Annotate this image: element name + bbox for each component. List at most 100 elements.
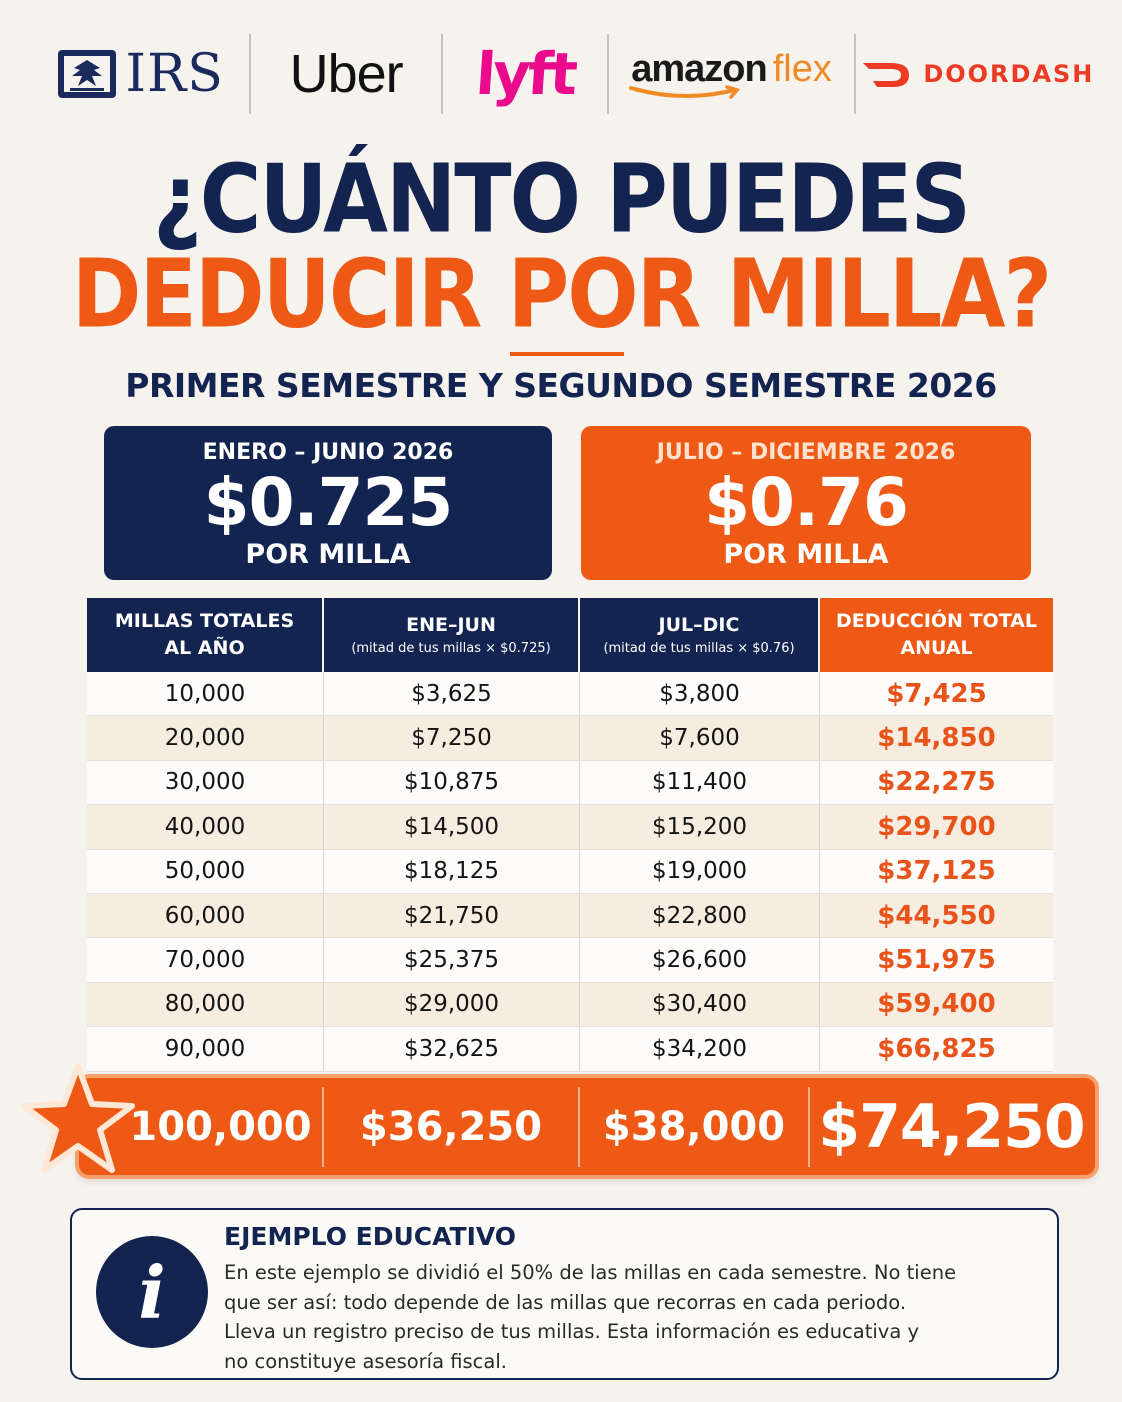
highlight-row: 100,000 $36,250 $38,000 $74,250 <box>79 1078 1095 1175</box>
amazon-flex-logo: amazon flex <box>609 28 853 120</box>
info-line: Lleva un registro preciso de tus millas.… <box>224 1320 920 1343</box>
irs-wordmark: IRS <box>125 44 224 104</box>
rate-card-first-half: ENERO – JUNIO 2026 $0.725 POR MILLA <box>104 426 552 580</box>
amazon-smile-icon <box>628 84 740 99</box>
table-row: 10,000 $3,625 $3,800 $7,425 <box>87 672 1053 717</box>
cell-annual-total: $7,425 <box>820 672 1053 717</box>
table-body: 10,000 $3,625 $3,800 $7,425 20,000 $7,250 $7,6… <box>87 672 1053 1072</box>
cell-annual-total: $59,400 <box>820 983 1053 1028</box>
cell-miles: 40,000 <box>87 805 324 850</box>
logo-divider <box>440 34 443 114</box>
doordash-dash-icon <box>863 63 910 87</box>
rate-card-period: JULIO – DICIEMBRE 2026 <box>656 440 956 465</box>
info-title: EJEMPLO EDUCATIVO <box>224 1222 517 1251</box>
table-header: MILLAS TOTALES AL AÑO ENE–JUN (mitad de … <box>87 598 1053 672</box>
irs-logo: IRS <box>30 28 249 120</box>
info-text: En este ejemplo se dividió el 50% de las… <box>224 1258 1024 1376</box>
doordash-logo: DOORDASH <box>856 28 1100 120</box>
cell-jan-jun: $3,625 <box>324 672 580 717</box>
cell-annual-total: $22,275 <box>820 761 1053 806</box>
info-line: En este ejemplo se dividió el 50% de las… <box>224 1261 957 1284</box>
cell-jan-jun: $7,250 <box>324 716 580 761</box>
lyft-wordmark: lyft <box>473 40 577 108</box>
uber-logo: Uber <box>251 28 440 120</box>
table-row: 70,000 $25,375 $26,600 $51,975 <box>87 938 1053 983</box>
cell-miles: 90,000 <box>87 1027 324 1072</box>
cell-jul-dec: $15,200 <box>580 805 820 850</box>
header-annual-total: DEDUCCIÓN TOTAL ANUAL <box>820 598 1053 672</box>
header-line: MILLAS TOTALES <box>114 610 295 632</box>
header-line: ANUAL <box>900 637 973 659</box>
cell-miles: 80,000 <box>87 982 324 1028</box>
doordash-wordmark: DOORDASH <box>923 60 1095 88</box>
table-row: 60,000 $21,750 $22,800 $44,550 <box>87 893 1053 939</box>
headline-line-1: ¿CUÁNTO PUEDES <box>152 144 971 254</box>
cell-jul-dec: $3,800 <box>580 672 820 717</box>
headline-line-2: DEDUCIR POR MILLA? <box>71 239 1052 349</box>
lyft-logo: lyft <box>443 28 608 120</box>
logo-divider <box>607 34 610 114</box>
cell-jul-dec: $7,600 <box>580 716 820 761</box>
table-row: 80,000 $29,000 $30,400 $59,400 <box>87 982 1053 1028</box>
cell-jan-jun: $25,375 <box>324 938 580 983</box>
cell-jan-jun: $14,500 <box>324 805 580 850</box>
header-total-miles: MILLAS TOTALES AL AÑO <box>87 598 324 672</box>
header-line: AL AÑO <box>164 637 245 659</box>
cell-jan-jun: $18,125 <box>324 849 580 894</box>
cell-annual-total: $44,550 <box>820 894 1053 939</box>
table-row: 20,000 $7,250 $7,600 $14,850 <box>87 716 1053 761</box>
uber-wordmark: Uber <box>289 44 404 104</box>
header-jul-dec: JUL–DIC (mitad de tus millas × $0.76) <box>580 598 820 672</box>
table-row: 50,000 $18,125 $19,000 $37,125 <box>87 849 1053 894</box>
cell-jul-dec: $34,200 <box>580 1027 820 1072</box>
cell-jan-jun: $10,875 <box>324 760 580 806</box>
cell-jul-dec: $26,600 <box>580 938 820 983</box>
cell-miles: 30,000 <box>87 760 324 806</box>
cell-jan-jun: $29,000 <box>324 982 580 1028</box>
table-row: 90,000 $32,625 $34,200 $66,825 <box>87 1027 1053 1072</box>
header-note: (mitad de tus millas × $0.76) <box>603 640 795 656</box>
highlight-jul-dec: $38,000 <box>580 1086 810 1167</box>
info-box: i EJEMPLO EDUCATIVO En este ejemplo se d… <box>70 1208 1059 1380</box>
partner-logos: IRS Uber lyft amazon flex DOORDASH <box>30 28 1100 120</box>
cell-annual-total: $14,850 <box>820 716 1053 761</box>
rate-card-unit: POR MILLA <box>245 539 411 570</box>
cell-miles: 20,000 <box>87 716 324 761</box>
cell-miles: 50,000 <box>87 849 324 894</box>
highlight-total: $74,250 <box>818 1091 1085 1162</box>
header-note: (mitad de tus millas × $0.725) <box>351 640 551 656</box>
amazon-wordmark: amazon <box>631 47 767 90</box>
info-line: que ser así: todo depende de las millas … <box>224 1290 907 1314</box>
star-icon <box>21 1063 135 1173</box>
header-line: DEDUCCIÓN TOTAL <box>836 610 1037 632</box>
rate-card-rate: $0.725 <box>203 464 454 541</box>
header-line: ENE–JUN <box>406 613 496 636</box>
cell-jul-dec: $22,800 <box>580 893 820 939</box>
cell-miles: 70,000 <box>87 938 324 983</box>
cell-annual-total: $51,975 <box>820 938 1053 983</box>
cell-miles: 10,000 <box>87 672 324 717</box>
rate-card-rate: $0.76 <box>704 464 909 541</box>
cell-annual-total: $66,825 <box>820 1027 1053 1072</box>
highlight-jan-jun: $36,250 <box>324 1086 580 1167</box>
cell-jan-jun: $32,625 <box>324 1027 580 1072</box>
cell-jul-dec: $11,400 <box>580 760 820 806</box>
rate-card-period: ENERO – JUNIO 2026 <box>202 440 454 465</box>
table-row: 40,000 $14,500 $15,200 $29,700 <box>87 805 1053 850</box>
irs-eagle-icon <box>57 50 116 98</box>
header-line: JUL–DIC <box>658 613 740 636</box>
logo-divider <box>853 34 856 114</box>
cell-jul-dec: $19,000 <box>580 849 820 894</box>
highlight-miles: 100,000 <box>79 1086 324 1167</box>
logo-divider <box>249 34 252 114</box>
flex-wordmark: flex <box>772 47 832 90</box>
headline-subtitle: PRIMER SEMESTRE Y SEGUNDO SEMESTRE 2026 <box>125 366 997 405</box>
info-icon: i <box>96 1236 208 1348</box>
headline-underline <box>510 352 624 356</box>
info-line: no constituye asesoría fiscal. <box>224 1349 507 1373</box>
rate-card-unit: POR MILLA <box>723 539 889 570</box>
cell-jan-jun: $21,750 <box>324 893 580 939</box>
deduction-table: MILLAS TOTALES AL AÑO ENE–JUN (mitad de … <box>87 598 1053 1072</box>
cell-annual-total: $37,125 <box>820 850 1053 894</box>
cell-miles: 60,000 <box>87 893 324 939</box>
